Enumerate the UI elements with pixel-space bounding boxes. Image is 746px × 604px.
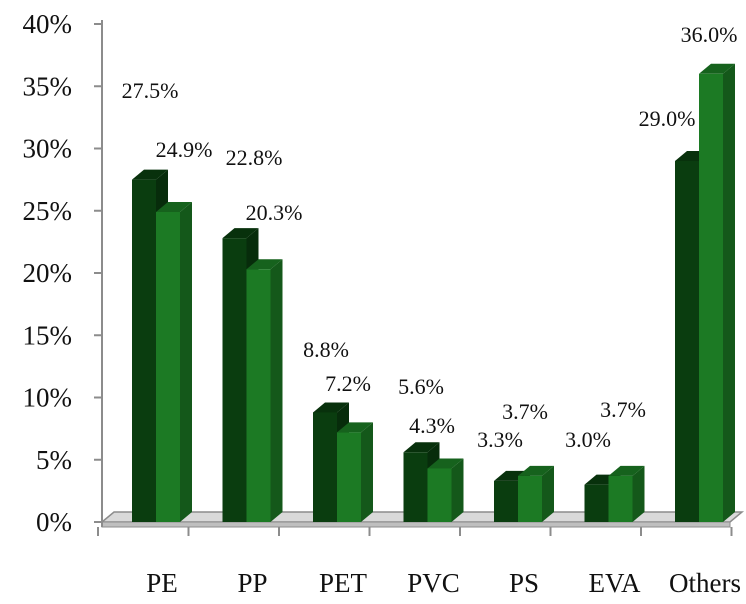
y-tick-label: 35% — [23, 71, 73, 101]
y-tick-label: 40% — [23, 9, 73, 39]
bar-side — [270, 259, 283, 522]
bar-side — [723, 63, 735, 523]
bar-front — [494, 480, 518, 522]
bar-front — [699, 73, 723, 523]
bar-side — [542, 465, 554, 522]
bar-top — [337, 422, 373, 433]
bar-front — [222, 238, 247, 522]
data-label: 3.0% — [565, 427, 611, 452]
data-label: 8.8% — [303, 337, 349, 362]
bar-top — [699, 63, 735, 74]
data-label: 22.8% — [226, 145, 283, 170]
data-labels: 27.5% 24.9% 22.8% 20.3% 8.8% 7.2% 5.6% 4.3% 3.3%… — [122, 22, 738, 452]
data-label: 4.3% — [409, 413, 455, 438]
bar-pvc-series-2 — [427, 458, 464, 522]
bar-side — [632, 465, 645, 522]
bar-side — [180, 201, 192, 522]
data-label: 27.5% — [122, 78, 179, 103]
bar-front — [608, 475, 633, 522]
y-tick-label: 25% — [23, 196, 73, 226]
y-tick-label: 20% — [23, 258, 73, 288]
data-label: 20.3% — [246, 200, 303, 225]
bar-ps-series-2 — [518, 465, 554, 522]
bar-front — [337, 432, 361, 522]
data-label: 36.0% — [681, 22, 738, 47]
x-category-label: PP — [237, 568, 267, 598]
bar-top — [246, 259, 283, 270]
bar-front — [427, 468, 452, 522]
y-tick-label: 10% — [23, 383, 73, 413]
bar-top — [403, 442, 440, 453]
bar-top — [313, 402, 349, 413]
data-label: 29.0% — [639, 106, 696, 131]
data-label: 3.7% — [600, 397, 646, 422]
bar-eva-series-2 — [608, 465, 645, 522]
bar-front — [675, 160, 699, 522]
bars — [132, 63, 735, 523]
bar-top — [132, 169, 168, 180]
bar-side — [361, 422, 373, 522]
bar-top — [427, 458, 464, 469]
bar-pet-series-2 — [337, 422, 373, 522]
bar-others-series-2 — [699, 63, 735, 523]
x-category-label: PET — [319, 568, 368, 598]
bar-front — [584, 484, 609, 522]
bar-front — [313, 412, 337, 522]
x-category-label: PS — [509, 568, 539, 598]
data-label: 3.3% — [477, 427, 523, 452]
bar-front — [518, 475, 542, 522]
bar-front — [156, 211, 180, 522]
y-tick-label: 15% — [23, 320, 73, 350]
bar-top — [222, 228, 259, 239]
data-label: 24.9% — [156, 137, 213, 162]
y-axis-ticks: 0% 5% 10% 15% 20% 25% 30% 35% 40% — [23, 9, 102, 537]
y-tick-label: 30% — [23, 134, 73, 164]
x-category-label: EVA — [588, 568, 641, 598]
bar-top — [608, 465, 645, 476]
x-category-label: Others — [669, 568, 741, 598]
bar-top — [156, 201, 192, 212]
y-tick-label: 5% — [36, 445, 72, 475]
floor-front — [101, 521, 731, 528]
data-label: 5.6% — [398, 374, 444, 399]
y-tick-label: 0% — [36, 507, 72, 537]
bar-front — [246, 269, 271, 522]
bar-top — [518, 465, 554, 476]
data-label: 7.2% — [325, 371, 371, 396]
bar-front — [132, 179, 156, 522]
data-label: 3.7% — [502, 399, 548, 424]
x-category-label: PVC — [407, 568, 460, 598]
bar-side — [451, 458, 464, 522]
category-labels: PE PP PET PVC PS EVA Others — [97, 527, 741, 598]
bar-front — [403, 452, 428, 522]
bar-pe-series-2 — [156, 201, 192, 522]
bar-pp-series-2 — [246, 259, 283, 522]
x-category-label: PE — [146, 568, 178, 598]
